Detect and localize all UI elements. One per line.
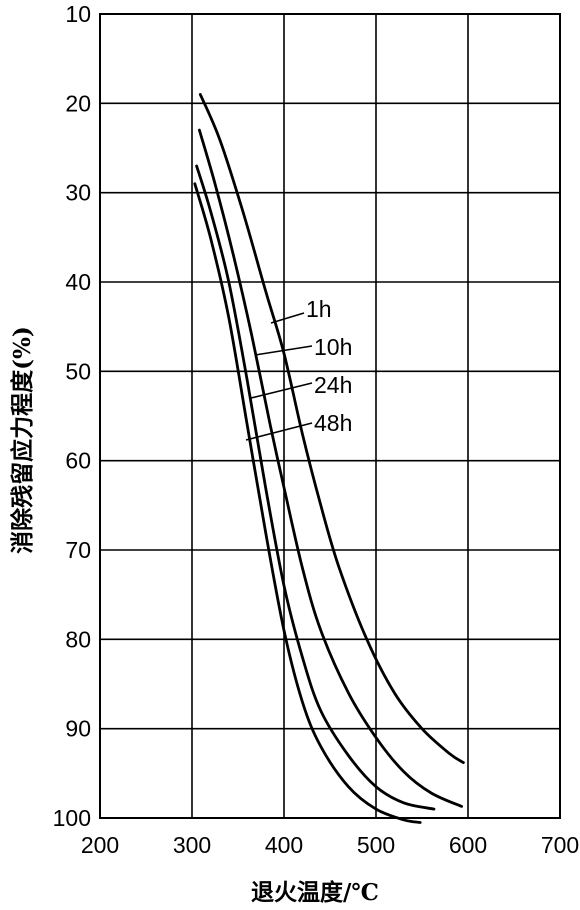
series-label-24h: 24h (314, 372, 352, 398)
series-label-leader-48h (245, 422, 313, 441)
series-label-leader-1h (270, 312, 305, 324)
y-tick-label: 60 (65, 448, 91, 474)
x-axis-title: 退火温度/℃ (251, 879, 379, 906)
x-tick-label: 400 (265, 832, 303, 858)
y-tick-label: 30 (65, 180, 91, 206)
y-tick-label: 50 (65, 358, 91, 384)
x-tick-label: 200 (81, 832, 119, 858)
y-tick-label: 10 (65, 1, 91, 27)
x-tick-label: 600 (449, 832, 487, 858)
series-label-1h: 1h (306, 296, 332, 322)
y-axis-title: 消除残留应力程度(%) (9, 326, 36, 554)
series-label-10h: 10h (314, 334, 352, 360)
x-tick-label: 700 (541, 832, 579, 858)
series-label-48h: 48h (314, 410, 352, 436)
series-line-24h (195, 164, 436, 811)
x-tick-label: 300 (173, 832, 211, 858)
series-lines (193, 93, 465, 824)
y-tick-label: 80 (65, 626, 91, 652)
y-tick-label: 20 (65, 90, 91, 116)
x-tick-label: 500 (357, 832, 395, 858)
series-label-leader-24h (250, 382, 313, 399)
y-tick-label: 100 (53, 805, 91, 831)
series-line-1h (198, 93, 465, 764)
grid (99, 13, 561, 819)
x-axis-ticks: 200 300 400 500 600 700 (81, 832, 579, 858)
y-tick-label: 70 (65, 537, 91, 563)
y-axis-ticks: 10 20 30 40 50 60 70 80 90 100 (53, 1, 91, 831)
series-label-leader-10h (254, 345, 313, 356)
series-labels: 1h 10h 24h 48h (245, 296, 352, 441)
series-line-10h (198, 128, 463, 808)
series-line-48h (193, 182, 422, 824)
y-tick-label: 40 (65, 269, 91, 295)
y-tick-label: 90 (65, 716, 91, 742)
